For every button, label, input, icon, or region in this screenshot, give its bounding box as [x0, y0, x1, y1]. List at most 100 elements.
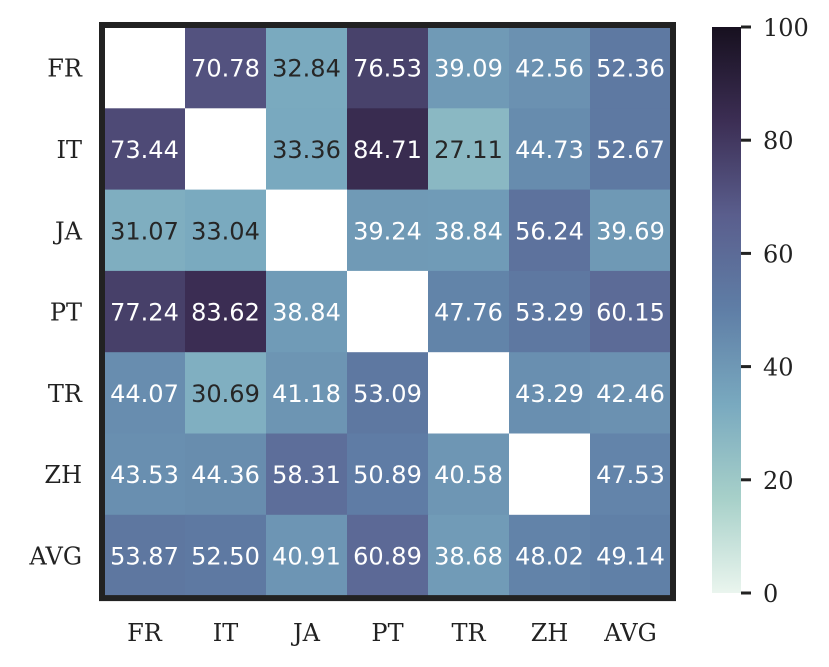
cell-value-label: 43.29 — [515, 380, 584, 408]
cell-value-label: 38.84 — [434, 217, 503, 245]
cell-value-label: 60.15 — [596, 299, 665, 327]
heatmap-cell — [428, 433, 510, 516]
cell-value-label: 53.87 — [110, 542, 179, 570]
heatmap-cell — [347, 352, 429, 434]
colorbar-tick-label: 80 — [763, 127, 794, 155]
cell-value-label: 42.46 — [596, 380, 665, 408]
colorbar-ticks: 0 20 40 60 80 100 — [741, 14, 809, 608]
heatmap-cell-empty — [347, 270, 429, 353]
colorbar-tick-label: 20 — [763, 467, 794, 495]
y-tick-label: TR — [48, 380, 83, 408]
heatmap-cell-empty — [428, 352, 510, 434]
heatmap-cell — [104, 270, 186, 353]
cell-value-label: 38.84 — [272, 299, 341, 327]
heatmap-cell — [590, 270, 672, 353]
heatmap-cell — [509, 514, 591, 597]
heatmap-cell — [428, 514, 510, 597]
colorbar-tick-label: 40 — [763, 354, 794, 382]
cell-value-label: 60.89 — [353, 542, 422, 570]
heatmap-cell — [347, 108, 429, 191]
cell-value-label: 32.84 — [272, 55, 341, 83]
y-tick-label: ZH — [44, 461, 82, 489]
heatmap-cell — [590, 189, 672, 272]
heatmap-cell — [185, 514, 267, 597]
heatmap-cell — [590, 433, 672, 516]
heatmap-cell — [590, 514, 672, 597]
heatmap-cell — [266, 352, 348, 434]
x-tick-label: AVG — [603, 619, 657, 647]
cell-value-label: 77.24 — [110, 299, 179, 327]
cell-value-label: 47.53 — [596, 461, 665, 489]
colorbar-tick-label: 100 — [763, 14, 809, 42]
colorbar-gradient — [712, 27, 741, 593]
cell-value-label: 39.69 — [596, 217, 665, 245]
cell-value-label: 52.67 — [596, 136, 665, 164]
heatmap-cell — [185, 352, 267, 434]
y-tick-label: AVG — [28, 542, 82, 570]
x-tick-label: FR — [127, 619, 163, 647]
cell-value-label: 56.24 — [515, 217, 584, 245]
cell-value-label: 41.18 — [272, 380, 341, 408]
colorbar-tick-label: 0 — [763, 580, 778, 608]
heatmap-cell — [347, 433, 429, 516]
heatmap-cell — [266, 27, 348, 109]
x-axis-tick-labels: FR IT JA PT TR ZH AVG — [127, 619, 657, 647]
x-tick-label: PT — [371, 619, 403, 647]
heatmap-cell — [104, 514, 186, 597]
cell-value-label: 49.14 — [596, 542, 665, 570]
heatmap-cell — [428, 108, 510, 191]
cell-value-label: 30.69 — [191, 380, 260, 408]
heatmap-frame — [99, 22, 676, 602]
heatmap-cell — [185, 270, 267, 353]
heatmap-cell — [509, 352, 591, 434]
heatmap-cell — [590, 108, 672, 191]
heatmap-cell — [509, 27, 591, 109]
heatmap-cell-empty — [266, 189, 348, 272]
cell-value-label: 38.68 — [434, 542, 503, 570]
cell-value-label: 84.71 — [353, 136, 422, 164]
cell-value-label: 44.36 — [191, 461, 260, 489]
heatmap-cell — [104, 108, 186, 191]
y-tick-label: PT — [50, 299, 82, 327]
cell-value-label: 39.09 — [434, 55, 503, 83]
cell-value-label: 52.50 — [191, 542, 260, 570]
x-tick-label: ZH — [531, 619, 569, 647]
x-tick-label: IT — [213, 619, 239, 647]
cell-value-label: 33.04 — [191, 217, 260, 245]
heatmap-cell — [347, 27, 429, 109]
cell-value-label: 52.36 — [596, 55, 665, 83]
cell-value-label: 44.07 — [110, 380, 179, 408]
heatmap-cells — [104, 27, 672, 597]
y-tick-label: IT — [57, 136, 83, 164]
cell-value-label: 48.02 — [515, 542, 584, 570]
y-axis-tick-labels: FR IT JA PT TR ZH AVG — [28, 55, 83, 571]
cell-value-label: 47.76 — [434, 299, 503, 327]
heatmap-cell-empty — [104, 27, 186, 109]
cell-value-label: 40.58 — [434, 461, 503, 489]
heatmap-cell — [347, 514, 429, 597]
heatmap-cell — [104, 433, 186, 516]
cell-value-label: 50.89 — [353, 461, 422, 489]
cell-value-label: 53.29 — [515, 299, 584, 327]
cell-value-label: 76.53 — [353, 55, 422, 83]
x-tick-label: TR — [451, 619, 486, 647]
cell-value-label: 83.62 — [191, 299, 260, 327]
heatmap-cell — [185, 433, 267, 516]
heatmap-cell — [428, 27, 510, 109]
cell-value-label: 27.11 — [434, 136, 503, 164]
heatmap-cell — [266, 514, 348, 597]
heatmap-cell — [509, 108, 591, 191]
heatmap-cell — [509, 189, 591, 272]
cell-value-label: 44.73 — [515, 136, 584, 164]
cell-value-label: 33.36 — [272, 136, 341, 164]
cell-value-label: 39.24 — [353, 217, 422, 245]
heatmap-cell — [185, 189, 267, 272]
heatmap-cell — [266, 433, 348, 516]
heatmap-cell — [428, 270, 510, 353]
x-tick-label: JA — [290, 619, 321, 647]
cell-value-labels: 70.78 32.84 76.53 39.09 42.56 52.36 73.44 33.36… — [110, 55, 665, 571]
cell-value-label: 58.31 — [272, 461, 341, 489]
cell-value-label: 43.53 — [110, 461, 179, 489]
cell-value-label: 70.78 — [191, 55, 260, 83]
